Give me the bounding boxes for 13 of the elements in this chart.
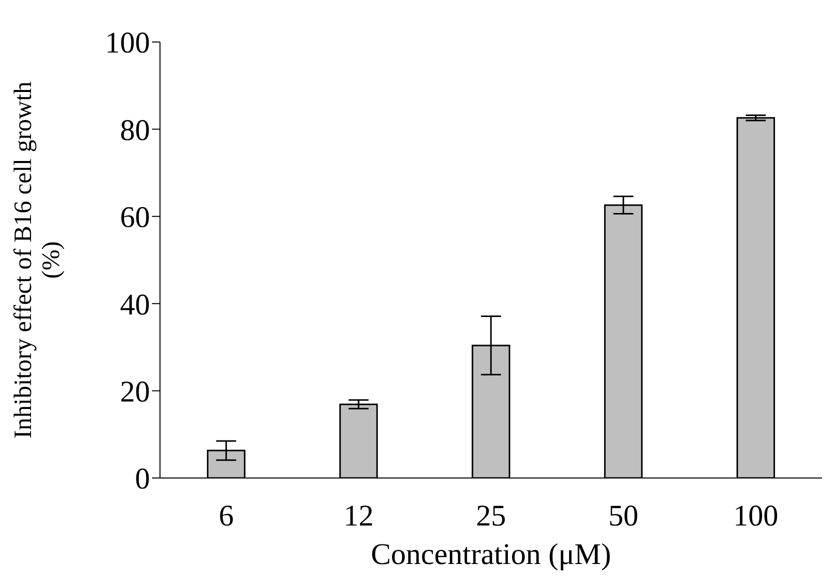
x-axis-title: Concentration (μM) (370, 538, 612, 571)
x-tick-label: 6 (218, 499, 234, 532)
x-tick-label: 25 (476, 499, 506, 532)
y-tick-label: 100 (105, 26, 150, 60)
y-tick-label: 60 (120, 201, 150, 234)
x-tick-label: 12 (344, 499, 374, 532)
y-tick-label: 0 (135, 462, 150, 496)
y-axis-title: Inhibitory effect of B16 cell growth (%) (10, 80, 65, 439)
y-tick-label: 80 (120, 114, 150, 147)
y-tick-label: 20 (120, 375, 150, 408)
x-tick-label: 100 (733, 499, 778, 532)
y-tick-label: 40 (120, 288, 150, 322)
x-tick-label: 50 (608, 499, 638, 532)
